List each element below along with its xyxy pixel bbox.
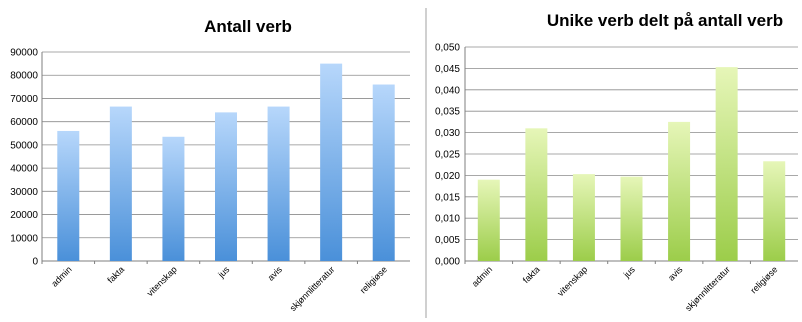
x-tick-label: vitenskap	[145, 264, 179, 298]
y-tick-label: 0	[32, 257, 38, 268]
bar-religiøse	[763, 161, 786, 261]
y-tick-label: 40000	[10, 164, 38, 175]
bar-vitenskap	[572, 174, 595, 261]
y-tick-label: 0,025	[435, 150, 460, 161]
y-tick-label: 0,030	[435, 128, 460, 139]
y-tick-label: 0,050	[435, 43, 460, 54]
y-tick-label: 70000	[10, 94, 38, 105]
y-tick-label: 0,040	[435, 85, 460, 96]
chart-antall-verb: Antall verb 0 10000 20000 30000 40000 50000 60…	[10, 17, 410, 313]
y-tick-label: 0,020	[435, 171, 460, 182]
bar-religiøse	[372, 84, 395, 261]
chart-unike-verb: Unike verb delt på antall verb 0,000 0,00…	[435, 11, 798, 313]
bar-admin	[477, 179, 500, 261]
bar-avis	[267, 106, 290, 261]
y-tick-label: 0,005	[435, 235, 460, 246]
y-tick-label: 0,035	[435, 107, 460, 118]
chart-title: Unike verb delt på antall verb	[547, 11, 783, 30]
x-tick-label: jus	[621, 264, 637, 280]
y-tick-label: 30000	[10, 187, 38, 198]
x-tick-label: admin	[470, 264, 494, 288]
bar-skjønnlitteratur	[715, 67, 738, 261]
y-tick-label: 50000	[10, 140, 38, 151]
bar-fakta	[109, 106, 132, 261]
x-tick-label: jus	[215, 264, 231, 280]
x-tick-label: skjønnlitteratur	[288, 264, 337, 313]
y-tick-label: 0,015	[435, 192, 460, 203]
bar-skjønnlitteratur	[320, 63, 343, 261]
x-tick-label: avis	[266, 264, 285, 283]
y-tick-label: 60000	[10, 117, 38, 128]
bar-fakta	[525, 128, 548, 261]
x-tick-label: vitenskap	[555, 264, 589, 298]
x-tick-label: religiøse	[749, 264, 780, 295]
x-tick-label: skjønnlitteratur	[683, 264, 732, 313]
y-tick-label: 0,045	[435, 64, 460, 75]
bar-jus	[215, 112, 237, 261]
y-tick-label: 0,000	[435, 257, 460, 268]
bar-admin	[57, 130, 80, 261]
y-tick-label: 10000	[10, 233, 38, 244]
x-tick-label: admin	[49, 264, 73, 288]
y-tick-label: 0,010	[435, 214, 460, 225]
x-tick-label: fakta	[521, 264, 542, 285]
chart-title: Antall verb	[204, 17, 292, 36]
y-tick-label: 20000	[10, 210, 38, 221]
bar-jus	[620, 176, 643, 261]
bar-avis	[668, 121, 691, 262]
y-tick-label: 90000	[10, 48, 38, 59]
y-tick-label: 80000	[10, 71, 38, 82]
bar-vitenskap	[162, 136, 185, 261]
x-tick-label: religiøse	[358, 264, 389, 295]
x-tick-label: fakta	[105, 264, 126, 285]
x-tick-label: avis	[666, 264, 685, 283]
